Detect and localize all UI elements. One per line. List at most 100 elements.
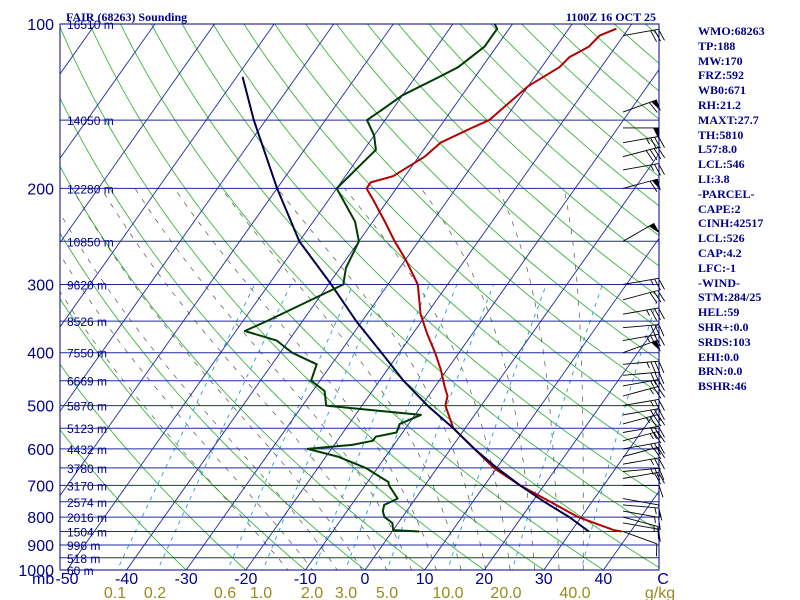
mixing-ratio-line xyxy=(580,292,659,570)
barb-staff xyxy=(622,457,659,465)
pressure-tick-label: 300 xyxy=(27,278,54,295)
barb-half xyxy=(646,138,650,145)
index-item: WMO:68263 xyxy=(698,24,765,38)
moist-adiabat xyxy=(421,188,536,570)
barb-staff xyxy=(622,446,658,458)
pressure-tick-label: 1000 xyxy=(18,563,54,580)
wind-barb xyxy=(622,222,661,242)
mixing-ratio-tick-label: 20.0 xyxy=(490,585,521,600)
mixing-ratio-line xyxy=(386,284,495,570)
mixing-ratio-tick-label: 10.0 xyxy=(432,585,463,600)
index-item: TH:5810 xyxy=(698,127,744,142)
height-label: 1504 m xyxy=(67,526,107,540)
barb-full xyxy=(650,361,657,374)
index-item: WB0:671 xyxy=(698,83,746,98)
barb-full xyxy=(650,137,657,150)
index-item: BRN:0.0 xyxy=(698,364,743,379)
barb-full xyxy=(653,448,662,460)
barb-staff xyxy=(622,425,659,433)
barb-full xyxy=(658,468,665,481)
barb-half xyxy=(654,516,656,523)
moist-adiabat xyxy=(277,188,487,570)
temperature-tick-label: 0 xyxy=(361,571,370,588)
barb-full xyxy=(653,432,662,444)
index-item: L57:8.0 xyxy=(698,142,737,157)
barb-half xyxy=(650,409,654,416)
isotherm-line xyxy=(483,321,659,570)
height-label: 518 m xyxy=(67,552,100,566)
moist-adiabat xyxy=(344,188,511,570)
pressure-tick-label: 200 xyxy=(27,181,54,198)
index-item: MAXT:27.7 xyxy=(698,112,759,127)
barb-full xyxy=(658,324,665,337)
barb-full xyxy=(658,361,665,373)
pressure-tick-label: 600 xyxy=(27,442,54,459)
barb-full xyxy=(650,427,657,440)
index-item: LCL:526 xyxy=(698,231,745,246)
temperature-tick-label: -40 xyxy=(115,571,138,588)
dry-adiabat xyxy=(150,24,659,532)
barb-full xyxy=(650,30,657,43)
height-labels: 16510 m 14050 m 12280 m 10850 m 9620 m 8526 m… xyxy=(67,18,114,578)
isotherm-line xyxy=(60,24,394,497)
barb-half xyxy=(650,459,654,466)
temperature-axis-labels: -50 -40 -30 -20 -10 0 10 20 30 40 C xyxy=(55,571,668,588)
barb-full xyxy=(645,150,654,162)
temperature-tick-label: 10 xyxy=(416,571,434,588)
index-item: CAPE:2 xyxy=(698,201,741,216)
dry-adiabat xyxy=(60,97,485,570)
barb-staff xyxy=(622,163,659,171)
dry-adiabat xyxy=(120,24,659,569)
height-label: 3780 m xyxy=(67,462,107,476)
mixing-ratio-tick-label: 0.6 xyxy=(214,585,236,600)
dry-adiabat xyxy=(60,429,187,570)
barb-half xyxy=(645,417,651,424)
barb-staff xyxy=(622,360,659,365)
barb-flag xyxy=(653,127,659,140)
temperature-tick-label: 20 xyxy=(475,571,493,588)
wind-barb xyxy=(623,127,659,140)
barb-full xyxy=(650,309,657,321)
mixing-ratio-tick-label: 2.0 xyxy=(301,585,323,600)
parcel-trace xyxy=(241,76,590,533)
barb-staff xyxy=(622,408,659,416)
height-label: 2016 m xyxy=(67,511,107,525)
index-item: LFC:-1 xyxy=(698,260,736,275)
height-label: 10850 m xyxy=(67,235,114,249)
index-item: BSHR:46 xyxy=(698,379,747,394)
barb-staff xyxy=(622,307,659,315)
wind-barb xyxy=(623,484,664,498)
mixing-ratio-tick-label: 0.2 xyxy=(144,585,166,600)
dry-adiabat xyxy=(397,24,659,267)
isotherm-line xyxy=(305,68,659,570)
barb-full xyxy=(657,526,659,540)
barb-flag xyxy=(651,99,661,112)
height-label: 14050 m xyxy=(67,114,114,128)
plot-frame xyxy=(59,23,660,571)
temperature-tick-label: -10 xyxy=(294,571,317,588)
wind-barb xyxy=(622,531,658,557)
temperature-tick-label: 40 xyxy=(595,571,613,588)
barb-staff xyxy=(622,467,659,472)
isotherm-line xyxy=(60,24,156,160)
barb-staff xyxy=(622,510,659,518)
dry-adiabat xyxy=(336,24,659,329)
barb-staff xyxy=(622,178,658,189)
barb-half xyxy=(650,468,654,475)
height-label: 5870 m xyxy=(67,400,107,414)
isotherm-line xyxy=(66,24,454,570)
dry-adiabat xyxy=(60,232,366,570)
barb-staff xyxy=(622,442,659,450)
mixing-ratio-tick-label: g/kg xyxy=(645,585,675,600)
barb-full xyxy=(650,372,657,385)
barb-staff xyxy=(622,531,657,545)
mixing-ratio-line xyxy=(116,284,256,570)
mixing-ratio-tick-label: 0.1 xyxy=(104,585,126,600)
barb-staff xyxy=(622,386,658,397)
barb-half xyxy=(649,388,654,395)
barb-staff xyxy=(622,522,659,530)
barb-staff xyxy=(622,371,659,376)
barb-full xyxy=(649,416,658,428)
thermo-lines xyxy=(60,24,659,570)
